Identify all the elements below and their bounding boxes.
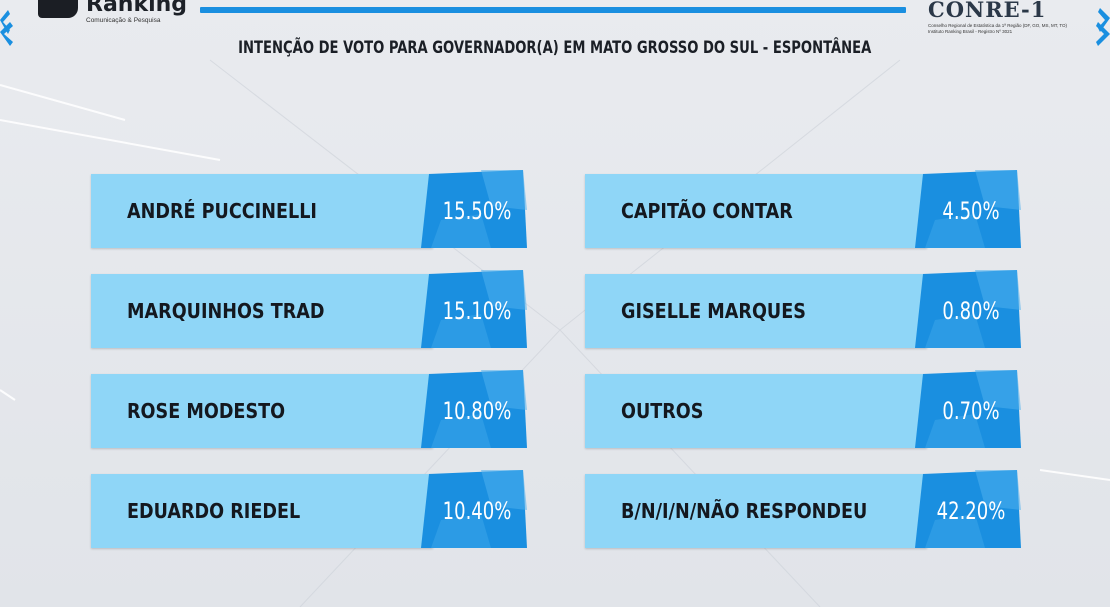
- result-label-box: ANDRÉ PUCCINELLI: [91, 174, 433, 248]
- conre-caption-line-1: Conselho Regional de Estatística da 1ª R…: [928, 23, 1068, 28]
- result-label-box: OUTROS: [585, 374, 927, 448]
- ranking-brand-subtitle: Comunicação & Pesquisa: [86, 17, 161, 24]
- result-card: ROSE MODESTO 10.80%: [91, 370, 531, 448]
- vote-percentage: 15.50%: [442, 197, 512, 225]
- candidate-name: B/N/I/N/NÃO RESPONDEU: [621, 499, 868, 523]
- vote-percentage: 0.80%: [942, 297, 1000, 325]
- result-card: OUTROS 0.70%: [585, 370, 1025, 448]
- result-label-box: B/N/I/N/NÃO RESPONDEU: [585, 474, 927, 548]
- result-value-box: [421, 370, 533, 448]
- result-label-box: GISELLE MARQUES: [585, 274, 927, 348]
- vote-percentage: 42.20%: [936, 497, 1006, 525]
- conre-caption-line-2: Instituto Ranking Brasil - Registro Nº 3…: [928, 28, 1013, 34]
- result-value-box: [915, 270, 1027, 348]
- vote-percentage: 10.40%: [442, 497, 512, 525]
- candidate-name: ROSE MODESTO: [127, 399, 286, 423]
- header-accent-bar: [200, 7, 906, 13]
- ranking-brand-name: Ranking: [86, 0, 188, 17]
- result-card: B/N/I/N/NÃO RESPONDEU 42.20%: [585, 470, 1025, 548]
- result-label-box: CAPITÃO CONTAR: [585, 174, 927, 248]
- vote-percentage: 0.70%: [942, 397, 1000, 425]
- vote-percentage: 4.50%: [942, 197, 1000, 225]
- result-label-box: ROSE MODESTO: [91, 374, 433, 448]
- result-card: CAPITÃO CONTAR 4.50%: [585, 170, 1025, 248]
- result-value-box: [915, 470, 1027, 548]
- result-card: EDUARDO RIEDEL 10.40%: [91, 470, 531, 548]
- conre-logo: CONRE-1 Conselho Regional de Estatística…: [928, 0, 1098, 38]
- candidate-name: EDUARDO RIEDEL: [127, 499, 301, 523]
- ranking-logo: Ranking Comunicação & Pesquisa: [38, 0, 187, 32]
- result-value-box: [421, 270, 533, 348]
- result-label-box: MARQUINHOS TRAD: [91, 274, 433, 348]
- candidate-name: MARQUINHOS TRAD: [127, 299, 325, 323]
- result-value-box: [915, 370, 1027, 448]
- vote-percentage: 15.10%: [442, 297, 512, 325]
- chart-title: INTENÇÃO DE VOTO PARA GOVERNADOR(A) EM M…: [238, 38, 872, 58]
- result-value-box: [421, 470, 533, 548]
- result-card: GISELLE MARQUES 0.80%: [585, 270, 1025, 348]
- candidate-name: OUTROS: [621, 399, 704, 423]
- conre-caption: Conselho Regional de Estatística da 1ª R…: [928, 23, 1098, 34]
- result-card: MARQUINHOS TRAD 15.10%: [91, 270, 531, 348]
- result-label-box: EDUARDO RIEDEL: [91, 474, 433, 548]
- candidate-name: GISELLE MARQUES: [621, 299, 806, 323]
- result-card: ANDRÉ PUCCINELLI 15.50%: [91, 170, 531, 248]
- candidate-name: ANDRÉ PUCCINELLI: [127, 199, 317, 223]
- conre-title: CONRE-1: [928, 0, 1047, 22]
- candidate-name: CAPITÃO CONTAR: [621, 199, 793, 223]
- ranking-logo-mark: [38, 0, 78, 18]
- vote-percentage: 10.80%: [442, 397, 512, 425]
- result-value-box: [915, 170, 1027, 248]
- result-value-box: [421, 170, 533, 248]
